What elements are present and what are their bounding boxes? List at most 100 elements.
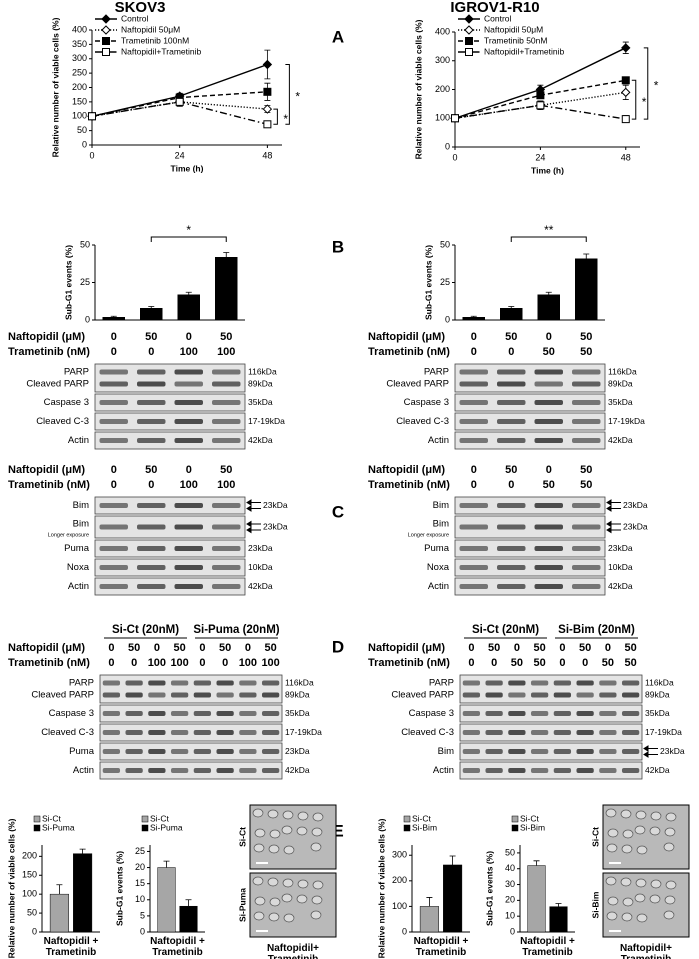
error-bar [533,860,540,866]
condition-value: 0 [222,657,228,669]
y-tick-label: 300 [392,850,407,860]
legend-marker [101,25,111,35]
blot-band [459,381,488,387]
protein-label: Caspase 3 [44,397,89,408]
y-tick-label: 25 [135,846,145,856]
condition-value: 100 [239,657,257,669]
blot-band [459,369,488,375]
cell [605,876,617,886]
condition-value: 50 [534,642,546,654]
legend-label: Si-Ct [42,813,62,823]
cell [282,810,294,820]
protein-label: Caspase 3 [49,708,94,719]
band-arrow [643,745,658,752]
protein-label: PARP [69,678,94,689]
blot-band [621,711,640,716]
blot-band [459,400,488,405]
condition-value: 0 [471,331,477,343]
blot-band [170,711,189,716]
blot-band [239,730,257,735]
cell [312,880,324,890]
blot-band [99,438,128,443]
error-bar [449,855,456,865]
condition-value: 50 [145,464,157,476]
exposure-note: Longer exposure [48,532,89,538]
band-arrow [606,520,621,528]
panel-letter: C [332,502,344,521]
y-tick-label: 0 [445,314,450,324]
condition-value: 0 [491,657,497,669]
y-axis-label: Sub-G1 events (%) [114,851,124,926]
micrograph-label: Si-Ct [237,827,247,847]
x-category-label: Naftopidil + Trametinib [43,936,99,958]
condition-value: 50 [580,346,592,358]
blot-band [530,768,549,773]
bar [102,317,125,320]
bar [462,317,485,320]
size-label: 116kDa [285,677,314,687]
blot-band [212,503,241,508]
blot-band [239,680,257,686]
condition-value: 50 [505,464,517,476]
cell [622,897,634,907]
micrograph-caption: Naftopidil+ Trametinib [267,943,319,959]
band-arrow [606,499,621,506]
cell [622,829,634,839]
blot-band [99,369,128,375]
blot-band [576,692,594,698]
cell [297,879,309,889]
protein-label: Actin [428,581,449,592]
condition-value: 0 [514,642,520,654]
size-label: 23kDa [623,500,648,510]
blot-band [102,692,121,698]
y-tick-label: 300 [435,55,450,65]
marker [263,120,272,129]
blot-band [599,692,617,698]
blot-band [553,749,572,754]
legend-label: Si-Bim [520,822,545,832]
legend-label: Si-Puma [42,822,75,832]
blot-band [572,524,601,530]
condition-label: Trametinib (nM) [8,479,90,491]
y-axis-label: Relative number of viable cells (%) [376,818,386,958]
blot-band [462,711,481,716]
blot-band [125,749,143,754]
protein-label: PARP [424,367,449,378]
y-tick-label: 0 [32,926,37,936]
protein-label: Cleaved PARP [391,690,454,701]
protein-label: Caspase 3 [409,708,454,719]
size-label: 35kDa [645,708,670,718]
legend-swatch [141,815,149,823]
blot-strip [94,539,246,558]
legend-marker [464,14,474,24]
size-label: 42kDa [248,435,273,445]
blot-band [216,730,234,735]
size-label: 23kDa [623,521,648,531]
blot-band [459,438,488,443]
blot-band [261,692,280,698]
size-label: 23kDa [248,543,273,553]
condition-value: 0 [131,657,137,669]
legend-swatch [403,815,411,823]
y-tick-label: 40 [505,863,515,873]
blot-strip [454,412,606,431]
blot-band [621,680,640,686]
legend-label: Si-Ct [520,813,540,823]
condition-label: Naftopidil (μM) [368,464,445,476]
legend-marker [101,14,111,24]
condition-value: 0 [468,642,474,654]
blot-band [497,369,526,375]
cell [267,877,279,887]
blot-band [497,584,526,589]
cell [621,912,633,922]
condition-label: Trametinib (nM) [368,479,450,491]
blot-band [462,768,481,773]
blot-strip [454,363,606,393]
blot-strip [454,515,606,539]
cell [665,880,677,890]
blot-band [174,438,203,443]
group-header: Si-Bim (20nM) [558,624,635,636]
cell-line-title: IGROV1-R10 [450,0,539,16]
error-bar [185,291,192,295]
x-tick-label: 24 [175,150,185,160]
